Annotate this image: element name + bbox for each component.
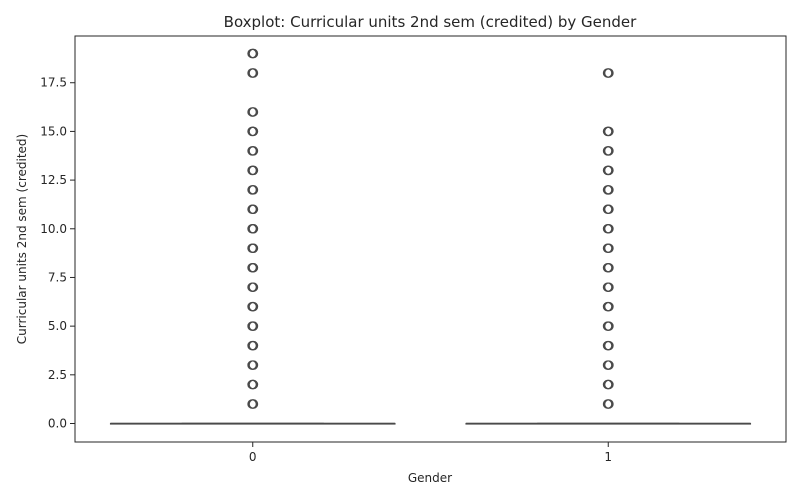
y-tick-label: 5.0 <box>48 319 67 333</box>
boxes <box>109 48 752 425</box>
y-tick-label: 10.0 <box>40 222 67 236</box>
outlier-point <box>604 146 614 156</box>
outlier-point <box>604 282 614 292</box>
outlier-point <box>248 282 259 292</box>
outlier-point <box>604 321 614 331</box>
y-tick-label: 15.0 <box>40 124 67 138</box>
outlier-point <box>604 243 614 253</box>
y-tick-label: 12.5 <box>40 173 67 187</box>
outlier-point <box>604 340 614 351</box>
outlier-point <box>248 224 259 234</box>
outlier-point <box>604 224 614 234</box>
x-tick-label: 0 <box>249 450 257 464</box>
outlier-point <box>604 379 614 390</box>
y-tick-label: 2.5 <box>48 368 67 382</box>
outlier-point <box>248 107 259 117</box>
y-axis: 0.0 2.5 5.0 7.5 10.0 12.5 15.0 17.5 <box>40 76 75 431</box>
outlier-point <box>248 399 259 409</box>
outlier-point <box>604 185 614 195</box>
plot-area-frame <box>74 35 787 443</box>
box-group-0 <box>109 48 396 425</box>
outlier-point <box>248 360 259 370</box>
y-tick-label: 7.5 <box>48 270 67 284</box>
outlier-point <box>248 48 259 59</box>
outlier-point <box>248 126 259 137</box>
outlier-point <box>604 301 614 312</box>
chart-title: Boxplot: Curricular units 2nd sem (credi… <box>224 13 638 31</box>
outlier-point <box>248 321 259 331</box>
x-axis-label: Gender <box>408 471 452 485</box>
outlier-point <box>248 165 259 176</box>
outlier-point <box>248 301 259 312</box>
outlier-point <box>248 146 259 156</box>
box-group-1 <box>465 68 752 425</box>
y-tick-label: 0.0 <box>48 417 67 431</box>
x-tick-label: 1 <box>604 450 612 464</box>
outlier-point <box>248 262 259 273</box>
outlier-point <box>604 262 614 273</box>
outlier-point <box>604 204 614 215</box>
y-tick-label: 17.5 <box>40 76 67 90</box>
outlier-point <box>604 126 614 137</box>
outlier-point <box>248 243 259 253</box>
outlier-point <box>248 379 259 390</box>
outlier-point <box>604 165 614 176</box>
y-axis-label: Curricular units 2nd sem (credited) <box>15 134 29 344</box>
outlier-point <box>604 360 614 370</box>
outlier-point <box>248 68 259 78</box>
outlier-point <box>604 399 614 409</box>
outlier-point <box>248 185 259 195</box>
outlier-point <box>248 340 259 351</box>
outlier-point <box>604 68 614 78</box>
outlier-point <box>248 204 259 215</box>
